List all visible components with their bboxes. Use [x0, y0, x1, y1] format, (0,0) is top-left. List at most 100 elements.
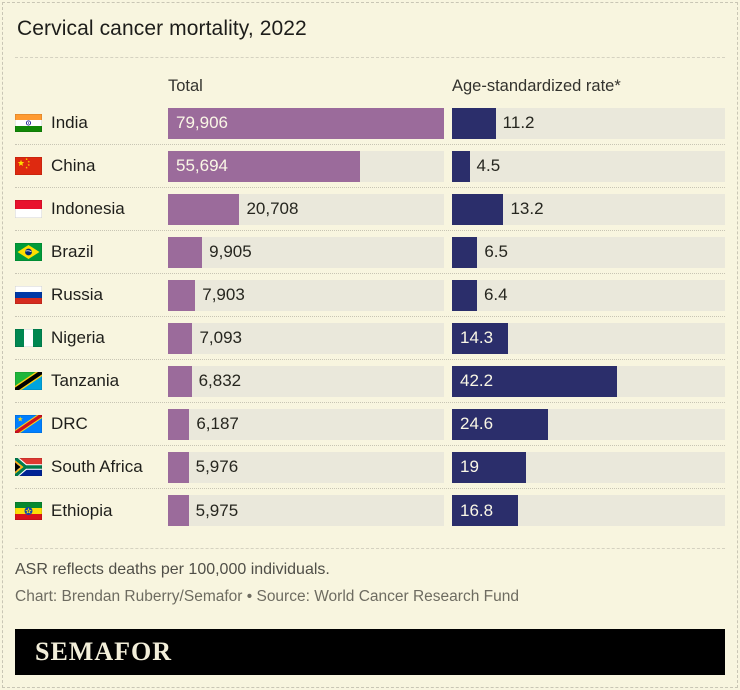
asr-bar-track: 42.2 [452, 365, 725, 397]
china-flag-icon [15, 157, 42, 176]
asr-value-label: 6.4 [483, 285, 508, 305]
asr-bar-track: 24.6 [452, 408, 725, 440]
country-cell: South Africa [15, 457, 168, 477]
footer-divider [15, 548, 725, 550]
title-divider [15, 57, 725, 59]
total-value-label: 5,976 [195, 457, 239, 477]
asr-bar [452, 150, 470, 182]
asr-bar-track: 6.4 [452, 279, 725, 311]
total-value-label: 6,832 [198, 371, 242, 391]
asr-bar [452, 107, 496, 139]
credit-line: Chart: Brendan Ruberry/Semafor • Source:… [15, 588, 519, 606]
country-label: India [51, 113, 88, 133]
asr-bar-track: 19 [452, 451, 725, 483]
total-value-label: 20,708 [246, 199, 299, 219]
asr-value-label: 13.2 [510, 199, 544, 219]
total-bar [168, 279, 196, 311]
asr-bar-track: 6.5 [452, 236, 725, 268]
total-bar [168, 408, 190, 440]
country-label: Ethiopia [51, 500, 113, 520]
country-cell: India [15, 113, 168, 133]
russia-flag-icon [15, 286, 42, 305]
semafor-logo: SEMAFOR [35, 637, 172, 667]
total-bar [168, 495, 189, 527]
table-row: Ethiopia 5,975 16.8 [15, 489, 725, 532]
total-bar [168, 322, 193, 354]
column-headers: Total Age-standardized rate* [15, 58, 725, 102]
asr-bar [452, 279, 477, 311]
asr-bar [452, 236, 478, 268]
country-label: South Africa [51, 457, 143, 477]
total-bar-track: 6,187 [168, 408, 444, 440]
total-bar-track: 79,906 [168, 107, 444, 139]
country-cell: Brazil [15, 242, 168, 262]
asr-value-label: 19 [460, 457, 479, 477]
table-row: Nigeria 7,093 14.3 [15, 317, 725, 361]
total-bar-track: 20,708 [168, 193, 444, 225]
total-value-label: 9,905 [209, 242, 252, 262]
country-label: China [51, 156, 96, 176]
column-header-asr: Age-standardized rate* [452, 77, 621, 96]
country-label: Brazil [51, 242, 94, 262]
tanzania-flag-icon [15, 372, 42, 391]
total-bar-track: 5,976 [168, 451, 444, 483]
asr-value-label: 11.2 [502, 113, 535, 133]
asr-value-label: 4.5 [476, 156, 501, 176]
total-value-label: 79,906 [176, 113, 228, 133]
table-row: Tanzania 6,832 42.2 [15, 360, 725, 404]
country-cell: Tanzania [15, 371, 168, 391]
asr-bar-track: 11.2 [452, 107, 725, 139]
country-cell: China [15, 156, 168, 176]
brazil-flag-icon [15, 243, 42, 262]
bar-table: India 79,906 11.2 China 55,694 4.5 Indonesia 20… [15, 102, 725, 532]
asr-bar-track: 13.2 [452, 193, 725, 225]
column-header-total: Total [168, 77, 203, 96]
country-label: Indonesia [51, 199, 125, 219]
table-row: DRC 6,187 24.6 [15, 403, 725, 447]
footnote: ASR reflects deaths per 100,000 individu… [15, 561, 330, 579]
total-value-label: 7,903 [202, 285, 245, 305]
asr-value-label: 42.2 [460, 371, 494, 391]
asr-bar [452, 495, 518, 527]
total-bar-track: 5,975 [168, 495, 444, 527]
total-bar [168, 193, 240, 225]
total-bar [168, 451, 189, 483]
total-bar [168, 150, 361, 182]
asr-bar [452, 365, 617, 397]
total-bar-track: 55,694 [168, 150, 444, 182]
asr-bar-track: 14.3 [452, 322, 725, 354]
ethiopia-flag-icon [15, 501, 42, 520]
brand-bar: SEMAFOR [15, 629, 725, 676]
country-label: DRC [51, 414, 88, 434]
total-value-label: 55,694 [176, 156, 228, 176]
table-row: South Africa 5,976 19 [15, 446, 725, 490]
total-bar [168, 107, 444, 139]
total-bar-track: 6,832 [168, 365, 444, 397]
asr-bar [452, 451, 527, 483]
country-cell: Indonesia [15, 199, 168, 219]
asr-value-label: 16.8 [460, 500, 494, 520]
country-cell: Nigeria [15, 328, 168, 348]
indonesia-flag-icon [15, 200, 42, 219]
total-bar-track: 7,093 [168, 322, 444, 354]
asr-bar-track: 16.8 [452, 495, 725, 527]
total-value-label: 7,093 [199, 328, 243, 348]
total-bar [168, 236, 203, 268]
asr-bar [452, 193, 504, 225]
table-row: China 55,694 4.5 [15, 145, 725, 189]
total-bar [168, 365, 192, 397]
asr-bar-track: 4.5 [452, 150, 725, 182]
nigeria-flag-icon [15, 329, 42, 348]
table-row: Brazil 9,905 6.5 [15, 231, 725, 275]
total-value-label: 6,187 [196, 414, 239, 434]
asr-value-label: 24.6 [460, 414, 494, 434]
total-bar-track: 9,905 [168, 236, 444, 268]
page-title: Cervical cancer mortality, 2022 [17, 17, 307, 40]
country-label: Nigeria [51, 328, 105, 348]
country-cell: Russia [15, 285, 168, 305]
asr-bar [452, 408, 548, 440]
table-row: Indonesia 20,708 13.2 [15, 188, 725, 232]
total-bar-track: 7,903 [168, 279, 444, 311]
asr-bar [452, 322, 508, 354]
